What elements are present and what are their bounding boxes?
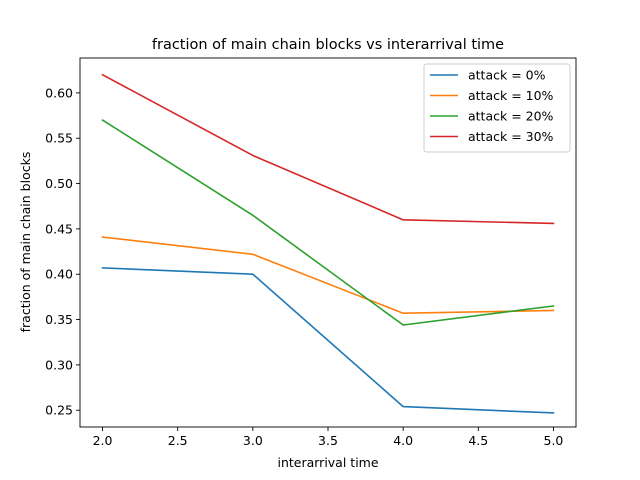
y-tick-label: 0.40	[45, 267, 73, 282]
y-tick-label: 0.30	[45, 357, 73, 372]
legend-label-0: attack = 0%	[468, 68, 546, 83]
series-line-3	[101, 73, 555, 225]
legend-label-2: attack = 20%	[468, 109, 554, 124]
y-tick-label: 0.50	[45, 176, 73, 191]
x-tick-label: 2.0	[93, 433, 113, 448]
x-tick-label: 4.5	[468, 433, 488, 448]
series-line-1	[101, 236, 555, 315]
x-tick-label: 5.0	[544, 433, 564, 448]
series-line-2	[101, 118, 555, 326]
plot-area: 2.0 2.5 3.0 3.5 4.0 4.5 5.0 0.25 0.30 0.35 0.40 0.4…	[45, 57, 577, 448]
x-tick-label: 2.5	[168, 433, 188, 448]
y-tick-label: 0.25	[45, 403, 73, 418]
y-tick-label: 0.55	[45, 131, 73, 146]
y-axis-label: fraction of main chain blocks	[18, 152, 33, 333]
chart-title: fraction of main chain blocks vs interar…	[152, 37, 504, 53]
legend-label-3: attack = 30%	[468, 129, 554, 144]
x-axis-label: interarrival time	[277, 455, 378, 470]
series-line-0	[101, 267, 555, 414]
x-tick-label: 3.5	[318, 433, 338, 448]
x-tick-label: 4.0	[393, 433, 413, 448]
y-tick-label: 0.35	[45, 312, 73, 327]
legend-label-1: attack = 10%	[468, 88, 554, 103]
legend-box	[423, 63, 571, 153]
x-tick-label: 3.0	[243, 433, 263, 448]
legend: attack = 0% attack = 10% attack = 20% attac…	[423, 63, 571, 153]
y-tick-label: 0.45	[45, 221, 73, 236]
y-tick-label: 0.60	[45, 85, 73, 100]
